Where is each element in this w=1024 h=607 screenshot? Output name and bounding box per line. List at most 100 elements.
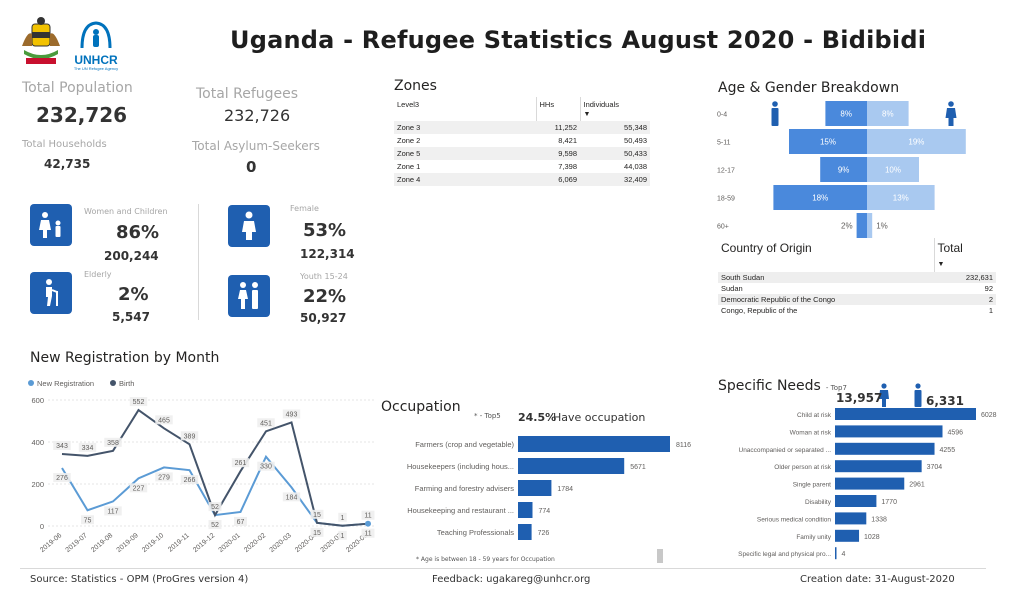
zone-hhs: 9,598: [536, 147, 580, 160]
data-label: 276: [56, 475, 68, 482]
uganda-coat-of-arms-logo: [18, 16, 64, 68]
table-row[interactable]: Zone 1 7,398 44,038: [394, 160, 650, 173]
zone-hhs: 6,069: [536, 173, 580, 186]
female-bar-label: 8%: [882, 110, 894, 119]
total-population-label: Total Population: [22, 80, 133, 96]
y-tick-label: 200: [31, 480, 44, 489]
needs-category-label: Single parent: [793, 482, 831, 489]
female-bar: [867, 213, 873, 238]
female-bar-label: 1%: [876, 222, 888, 231]
data-label: 52: [211, 522, 219, 529]
needs-bar: [835, 495, 877, 507]
zones-header-individuals[interactable]: Individuals ▼: [580, 97, 650, 121]
occupation-bar: [518, 502, 533, 518]
age-gender-title: Age & Gender Breakdown: [718, 80, 900, 96]
data-label: 227: [133, 485, 145, 492]
needs-value-label: 1028: [864, 534, 880, 541]
coat-of-arms-icon: [22, 17, 60, 64]
coo-country: Democratic Republic of the Congo: [718, 294, 934, 305]
occupation-scrollbar[interactable]: [657, 549, 663, 563]
data-label: 11: [364, 513, 371, 520]
zone-hhs: 11,252: [536, 121, 580, 134]
table-row[interactable]: Zone 5 9,598 50,433: [394, 147, 650, 160]
female-bar: [867, 101, 909, 126]
coo-country: Sudan: [721, 284, 743, 293]
needs-male-icon: [912, 383, 924, 411]
occupation-category-label: Farmers (crop and vegetable): [415, 440, 514, 449]
youth-label: Youth 15-24: [300, 272, 348, 281]
needs-category-label: Older person at risk: [774, 464, 831, 471]
zones-header-individuals-text: Individuals: [583, 100, 619, 109]
needs-value-label: 6028: [981, 412, 997, 419]
women-children-icon-tile: [30, 204, 72, 246]
zones-table: Level3 HHs Individuals ▼ Zone 3 11,252 55,3…: [394, 97, 650, 186]
data-label-bg: [361, 510, 375, 520]
zones-header-level[interactable]: Level3: [394, 97, 537, 121]
needs-male-total: 6,331: [926, 394, 964, 408]
data-label-bg: [208, 520, 222, 530]
unhcr-logo-text: UNHCR: [74, 53, 118, 67]
elderly-pct: 2%: [118, 284, 149, 305]
table-row[interactable]: Congo, Republic of the 1: [718, 305, 996, 316]
male-bar-label: 8%: [840, 110, 852, 119]
coo-total: 1: [988, 306, 993, 315]
needs-category-label: Family unity: [796, 534, 831, 541]
female-icon-tile: [228, 205, 270, 247]
x-tick-label: 2019-08: [90, 532, 114, 554]
data-label: 15: [313, 530, 321, 537]
data-label: 343: [56, 443, 68, 450]
footer-feedback[interactable]: Feedback: ugakareg@unhcr.org: [432, 574, 591, 585]
male-bar: [789, 129, 867, 154]
coo-header-country[interactable]: Country of Origin: [718, 238, 935, 272]
women-children-pct: 86%: [116, 222, 160, 243]
zones-header-hhs[interactable]: HHs: [536, 97, 581, 121]
data-label-bg: [180, 431, 199, 441]
specific-needs-chart: Child at risk 6028 Woman at risk 4596 Unacco…: [738, 408, 997, 560]
footer-source: Source: Statistics - OPM (ProGres versio…: [30, 574, 249, 585]
needs-value-label: 4596: [948, 429, 964, 436]
occupation-value-label: 5671: [630, 464, 646, 471]
female-bar: [867, 157, 919, 182]
female-bar: [867, 129, 966, 154]
female-label: Female: [290, 204, 319, 213]
occupation-category-label: Housekeeping and restaurant ...: [407, 506, 514, 515]
page-title: Uganda - Refugee Statistics August 2020 …: [230, 26, 927, 54]
table-row[interactable]: South Sudan 232,631: [718, 272, 996, 283]
male-bar: [820, 157, 867, 182]
table-row[interactable]: Zone 4 6,069 32,409: [394, 173, 650, 186]
sort-desc-icon: ▼: [937, 261, 945, 268]
data-label: 465: [158, 417, 170, 424]
legend-label: Birth: [119, 379, 134, 388]
male-bar-label: 9%: [838, 166, 850, 175]
coo-header-total[interactable]: Total ▼: [934, 238, 996, 272]
occupation-bar: [518, 458, 625, 474]
sort-desc-icon: ▼: [583, 111, 591, 118]
zone-name: Zone 4: [394, 173, 536, 186]
specific-needs-title: Specific Needs: [718, 378, 821, 394]
woman-child-icon: [39, 212, 61, 238]
data-label: 75: [84, 517, 92, 524]
age-category-label: 60+: [717, 224, 729, 231]
coo-country: South Sudan: [718, 272, 934, 283]
zone-name: Zone 2: [397, 136, 421, 145]
registration-title: New Registration by Month: [30, 350, 220, 366]
total-asylum-label: Total Asylum-Seekers: [192, 139, 320, 153]
coo-total: 232,631: [934, 272, 996, 283]
needs-value-label: 2961: [909, 482, 925, 489]
table-row[interactable]: Zone 2 8,421 50,493: [394, 134, 650, 147]
needs-category-label: Specific legal and physical pro...: [738, 551, 831, 558]
x-tick-label: 2019-06: [39, 532, 63, 554]
zones-header-row: Level3 HHs Individuals ▼: [394, 97, 650, 121]
table-row[interactable]: Sudan 92: [718, 283, 996, 294]
data-label: 117: [107, 508, 118, 515]
table-row[interactable]: Zone 3 11,252 55,348: [394, 121, 650, 134]
data-label: 184: [286, 494, 298, 501]
footer-divider: [20, 568, 986, 569]
total-asylum-value: 0: [246, 158, 257, 176]
female-bar-label: 13%: [893, 194, 909, 203]
table-row[interactable]: Democratic Republic of the Congo 2: [718, 294, 996, 305]
male-bar-label: 2%: [841, 222, 853, 231]
total-refugees-label: Total Refugees: [196, 86, 299, 102]
needs-bar: [835, 512, 867, 525]
occupation-category-label: Teaching Professionals: [437, 528, 514, 537]
